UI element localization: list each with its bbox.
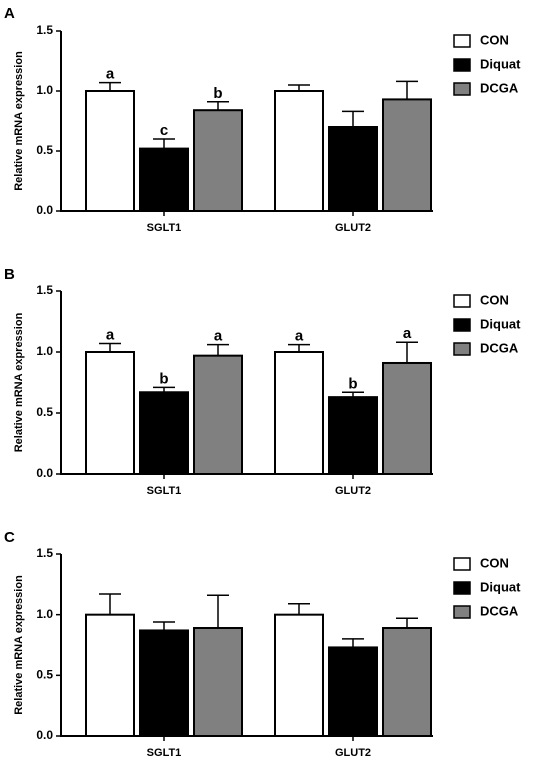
significance-label: a [403, 325, 412, 342]
y-tick-label: 0.5 [36, 668, 53, 682]
legend-swatch-diquat [453, 58, 471, 72]
panel-letter: A [4, 5, 15, 22]
legend-label-dcga: DCGA [480, 80, 519, 95]
y-tick-label: 0.0 [36, 466, 53, 480]
legend-swatch-diquat [453, 318, 471, 332]
bar-con-glut2 [274, 613, 324, 738]
y-tick-label: 0.0 [36, 728, 53, 742]
y-tick-label: 1.5 [36, 23, 53, 37]
y-tick-label: 1.0 [36, 344, 53, 358]
y-tick-label: 1.5 [36, 283, 53, 297]
significance-label: b [159, 370, 168, 387]
bar-con-sglt1 [85, 90, 135, 212]
bar-con-sglt1 [85, 351, 135, 475]
legend-swatch-dcga [453, 342, 471, 356]
significance-label: a [295, 328, 304, 345]
panel-letter: B [4, 266, 15, 283]
y-axis-label: Relative mRNA expression [13, 51, 25, 191]
x-tick-label: SGLT1 [147, 222, 182, 234]
significance-label: b [348, 375, 357, 392]
bar-dcga-glut2 [382, 98, 432, 212]
y-tick-label: 1.0 [36, 607, 53, 621]
legend-swatch-con [453, 294, 471, 308]
panel-letter: C [4, 529, 15, 546]
y-tick-label: 0.0 [36, 203, 53, 217]
significance-label: a [106, 66, 115, 83]
x-tick-label: SGLT1 [147, 747, 182, 758]
legend-swatch-con [453, 557, 471, 571]
chart-panel-a: A Relative mRNA expression 0.0 0.5 1.0 1.5 a c b… [4, 5, 521, 234]
y-tick-label: 1.5 [36, 546, 53, 560]
y-tick-label: 0.5 [36, 405, 53, 419]
legend-label-con: CON [480, 32, 509, 47]
bar-diquat-sglt1 [139, 629, 189, 737]
legend-label-con: CON [480, 555, 509, 570]
bar-con-sglt1 [85, 613, 135, 738]
significance-label: a [214, 328, 223, 345]
bar-diquat-glut2 [328, 396, 378, 476]
x-tick-label: SGLT1 [147, 485, 182, 497]
legend-swatch-diquat [453, 581, 471, 595]
x-tick-label: GLUT2 [335, 222, 371, 234]
bar-dcga-glut2 [382, 361, 432, 476]
legend-label-diquat: Diquat [480, 56, 521, 71]
legend-label-diquat: Diquat [480, 316, 521, 331]
bar-diquat-glut2 [328, 646, 378, 738]
y-axis-label: Relative mRNA expression [13, 575, 25, 715]
legend-label-dcga: DCGA [480, 603, 519, 618]
chart-panel-c: C Relative mRNA expression 0.0 0.5 1.0 1.5 SGL… [4, 529, 521, 758]
legend-label-diquat: Diquat [480, 579, 521, 594]
bar-dcga-sglt1 [193, 109, 243, 212]
bar-dcga-glut2 [382, 627, 432, 737]
significance-label: b [213, 85, 222, 102]
legend-swatch-dcga [453, 605, 471, 619]
x-tick-label: GLUT2 [335, 485, 371, 497]
bar-dcga-sglt1 [193, 354, 243, 475]
bar-dcga-sglt1 [193, 627, 243, 737]
significance-label: c [160, 122, 168, 139]
legend-label-dcga: DCGA [480, 340, 519, 355]
y-tick-label: 1.0 [36, 83, 53, 97]
bar-diquat-sglt1 [139, 391, 189, 476]
legend-swatch-dcga [453, 82, 471, 96]
legend-swatch-con [453, 34, 471, 48]
bar-diquat-glut2 [328, 126, 378, 212]
bar-con-glut2 [274, 90, 324, 212]
y-axis-label: Relative mRNA expression [13, 312, 25, 452]
legend-label-con: CON [480, 292, 509, 307]
significance-label: a [106, 326, 115, 343]
x-tick-label: GLUT2 [335, 747, 371, 758]
y-tick-label: 0.5 [36, 143, 53, 157]
chart-panel-b: B Relative mRNA expression 0.0 0.5 1.0 1.5 a b a… [4, 266, 521, 497]
bar-diquat-sglt1 [139, 147, 189, 213]
bar-con-glut2 [274, 351, 324, 475]
